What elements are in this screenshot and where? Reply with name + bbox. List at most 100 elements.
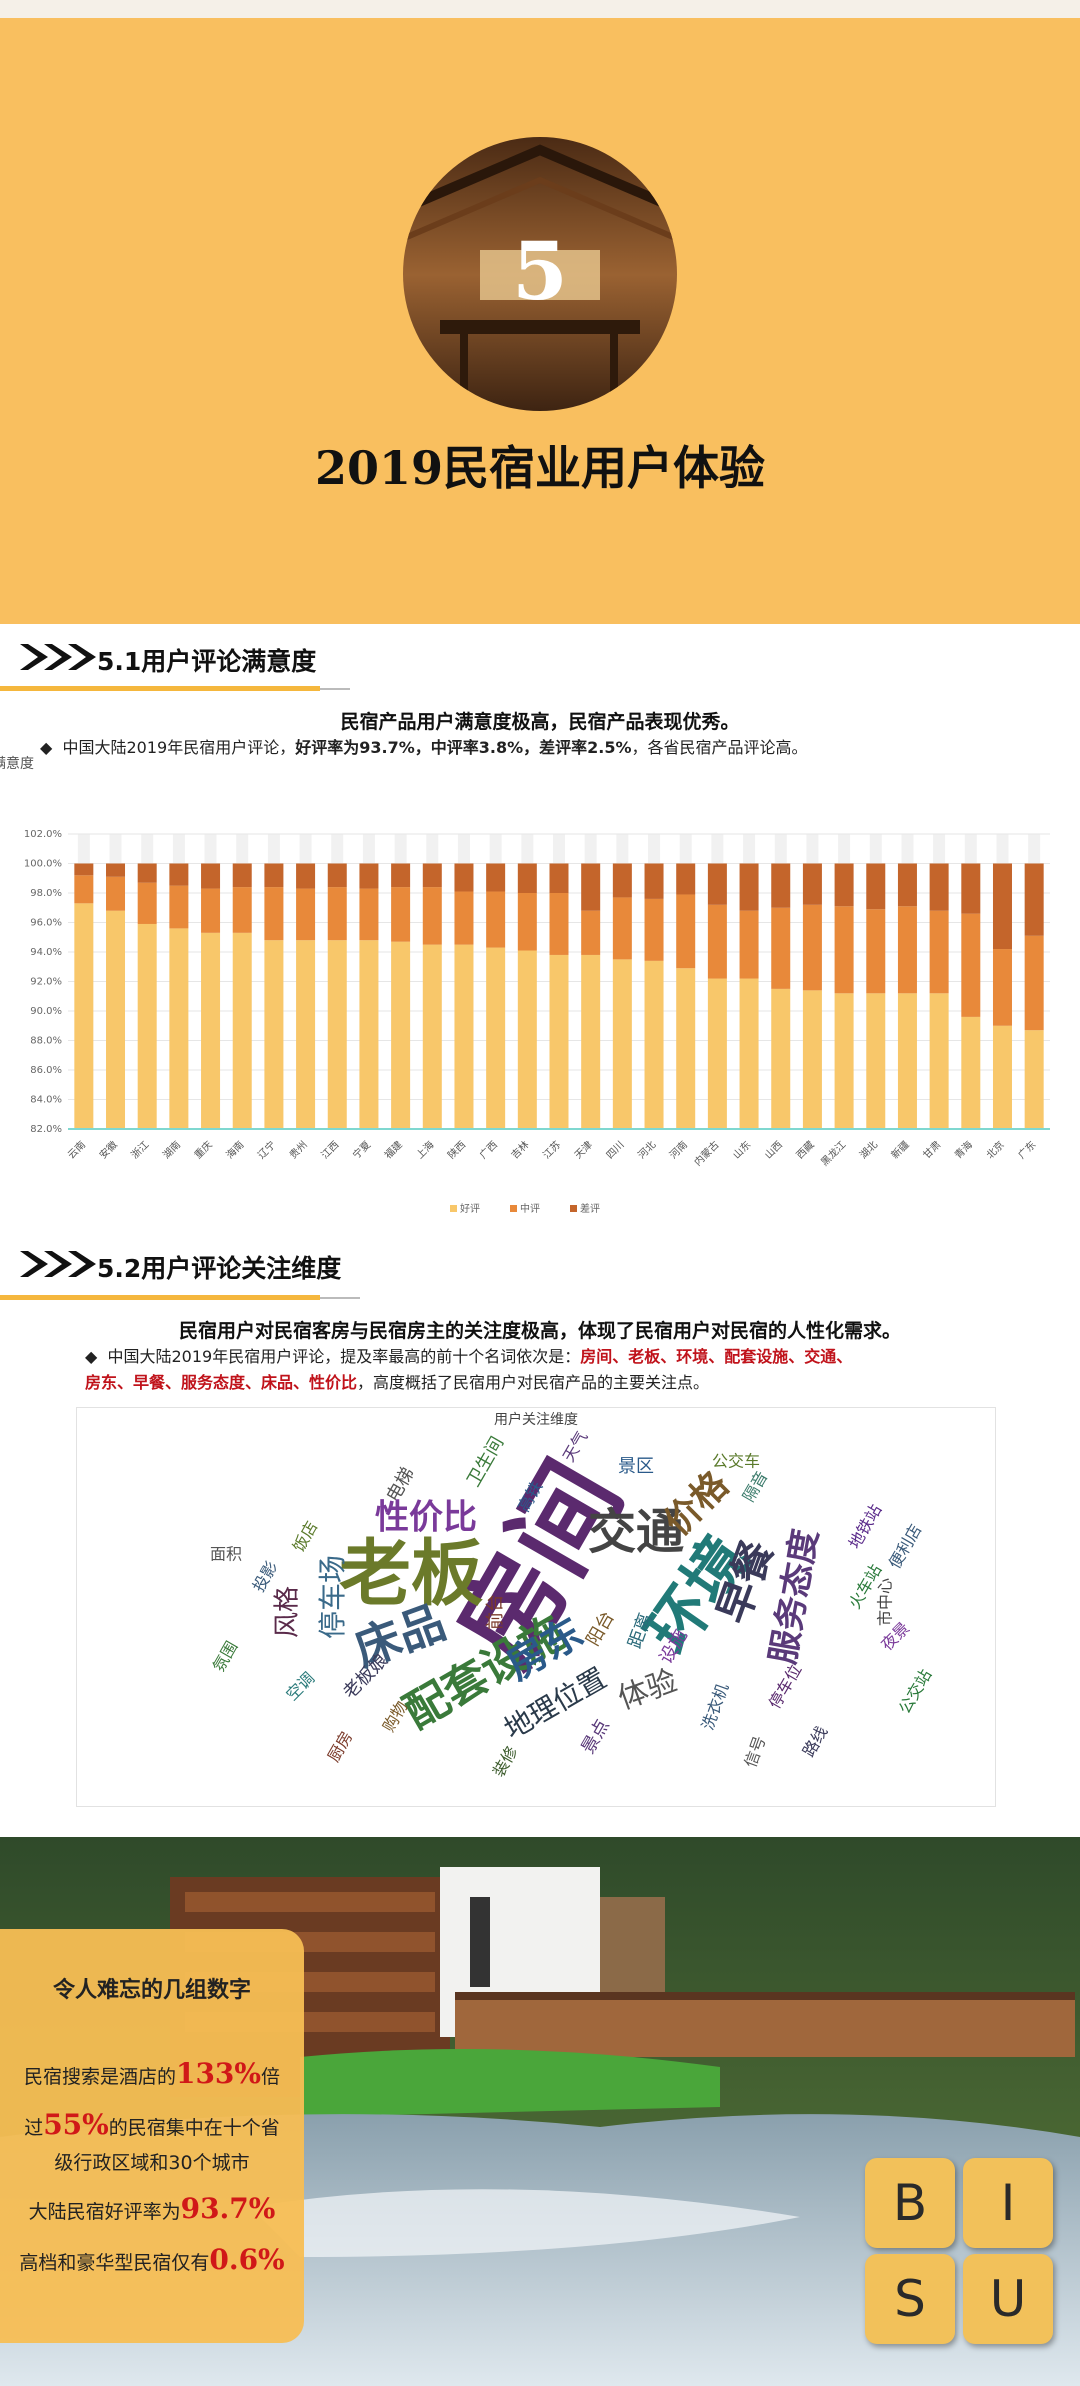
bar-segment	[137, 882, 157, 924]
y-tick-label: 102.0%	[24, 829, 62, 840]
cloud-word: 公交车	[712, 1452, 760, 1471]
bar-segment	[771, 863, 791, 908]
wordcloud-title: 用户关注维度	[494, 1411, 578, 1428]
bar-segment	[296, 863, 316, 889]
letter-tile: S	[865, 2254, 955, 2344]
x-tick-label: 贵州	[286, 1138, 309, 1161]
numbers-text: 大陆民宿好评率为	[28, 2201, 181, 2223]
bar-segment	[454, 863, 474, 892]
bullet-emph: 房东、早餐、服务态度、床品、性价比	[85, 1373, 358, 1392]
bar-segment	[327, 887, 347, 941]
x-tick-label: 重庆	[191, 1138, 214, 1161]
bar-segment	[359, 940, 379, 1129]
numbers-card	[0, 1929, 304, 2343]
bar-segment	[1024, 863, 1044, 936]
bar-segment	[106, 876, 126, 911]
bar-segment	[739, 910, 759, 979]
x-tick-label: 湖南	[160, 1138, 183, 1161]
bar-segment	[106, 910, 126, 1129]
number-highlight: 93.7%	[180, 2192, 276, 2225]
bar-segment	[1024, 1030, 1044, 1129]
numbers-line: 民宿搜索是酒店的133%倍	[0, 2057, 304, 2090]
bar-segment	[834, 993, 854, 1129]
numbers-line: 级行政区域和30个城市	[0, 2148, 304, 2175]
bar-segment	[422, 887, 442, 945]
cloud-word: 风格	[273, 1586, 303, 1638]
numbers-text: 民宿搜索是酒店的	[23, 2066, 176, 2088]
legend-swatch	[570, 1205, 577, 1212]
bar-segment	[201, 888, 221, 933]
bar-segment	[612, 897, 632, 960]
cloud-word: 信号	[741, 1733, 770, 1770]
y-tick-label: 98.0%	[30, 888, 62, 899]
bar-segment	[74, 875, 94, 904]
chart: 满意度 82.0% 84.0% 86.0% 88.0% 90.0% 92.0% 94.0% 9…	[0, 755, 1050, 1215]
bar-segment	[992, 863, 1012, 950]
x-tick-label: 广西	[477, 1139, 500, 1162]
bar-segment	[771, 907, 791, 989]
cloud-word: 氛围	[209, 1638, 241, 1675]
x-tick-label: 西藏	[794, 1139, 817, 1162]
x-tick-label: 北京	[983, 1138, 1006, 1161]
bar-segment	[644, 960, 664, 1129]
y-tick-label: 86.0%	[30, 1065, 62, 1076]
letter-tile: U	[963, 2254, 1053, 2344]
letter-tile: B	[865, 2158, 955, 2248]
bar-segment	[486, 891, 506, 948]
bar-segment	[897, 993, 917, 1129]
bullet: ◆ 中国大陆2019年民宿用户评论，好评率为93.7%，中评率3.8%，差评率2…	[40, 738, 808, 757]
cloud-word: 前台	[485, 1594, 506, 1630]
bar-segment	[802, 904, 822, 991]
bar-segment	[517, 950, 537, 1129]
photo-interior	[403, 137, 677, 411]
bar-segment	[866, 909, 886, 994]
cloud-word: 停车场	[316, 1555, 349, 1639]
bar-segment	[486, 863, 506, 892]
cloud-word: 天气	[559, 1428, 591, 1465]
bar-segment	[169, 885, 189, 929]
bar-segment	[327, 940, 347, 1129]
bar-segment	[517, 893, 537, 951]
bar-segment	[422, 944, 442, 1129]
bar-segment	[676, 968, 696, 1129]
bar-segment	[549, 954, 569, 1129]
bar-segment	[771, 988, 791, 1129]
wordcloud-frame	[76, 1407, 996, 1807]
cloud-word: 阳台	[582, 1608, 618, 1650]
bar-segment	[802, 990, 822, 1129]
bar-segment	[391, 863, 411, 888]
bar-segment	[707, 904, 727, 979]
x-tick-label: 陕西	[445, 1138, 468, 1161]
x-tick-label: 河北	[636, 1139, 659, 1162]
x-tick-label: 海南	[223, 1138, 246, 1161]
bar-segment	[961, 913, 981, 1017]
cloud-word: 卫生间	[463, 1433, 508, 1490]
bar-segment	[644, 898, 664, 961]
cloud-word: 交通	[588, 1504, 684, 1560]
x-tick-label: 四川	[605, 1139, 627, 1161]
bar-segment	[992, 949, 1012, 1026]
section-heading: 5.1用户评论满意度	[97, 647, 317, 676]
cloud-word: 空调	[282, 1668, 318, 1704]
bar-segment	[866, 863, 886, 910]
numbers-text: 级行政区域和30个城市	[54, 2152, 250, 2174]
y-tick-label: 94.0%	[30, 947, 62, 958]
bullet-text: 中国大陆2019年民宿用户评论，提及率最高的前十个名词依次是：	[107, 1347, 581, 1366]
x-tick-label: 云南	[65, 1138, 88, 1161]
cloud-word: 装修	[489, 1743, 521, 1780]
bar-segment	[676, 863, 696, 895]
x-tick-label: 上海	[413, 1138, 436, 1161]
legend-swatch	[450, 1205, 457, 1212]
y-axis-label: 满意度	[0, 755, 34, 772]
cloud-word: 隔音	[739, 1468, 771, 1505]
bullet-text: 中国大陆2019年民宿用户评论，	[62, 738, 296, 757]
numbers-line: 过55%的民宿集中在十个省	[0, 2108, 304, 2141]
lead-text: 民宿产品用户满意度极高，民宿产品表现优秀。	[340, 711, 740, 733]
bar-segment	[74, 863, 94, 876]
number-highlight: 0.6%	[209, 2243, 285, 2276]
cloud-word: 性价比	[375, 1498, 477, 1538]
x-tick-label: 山东	[730, 1138, 753, 1161]
number-highlight: 133%	[175, 2057, 262, 2090]
